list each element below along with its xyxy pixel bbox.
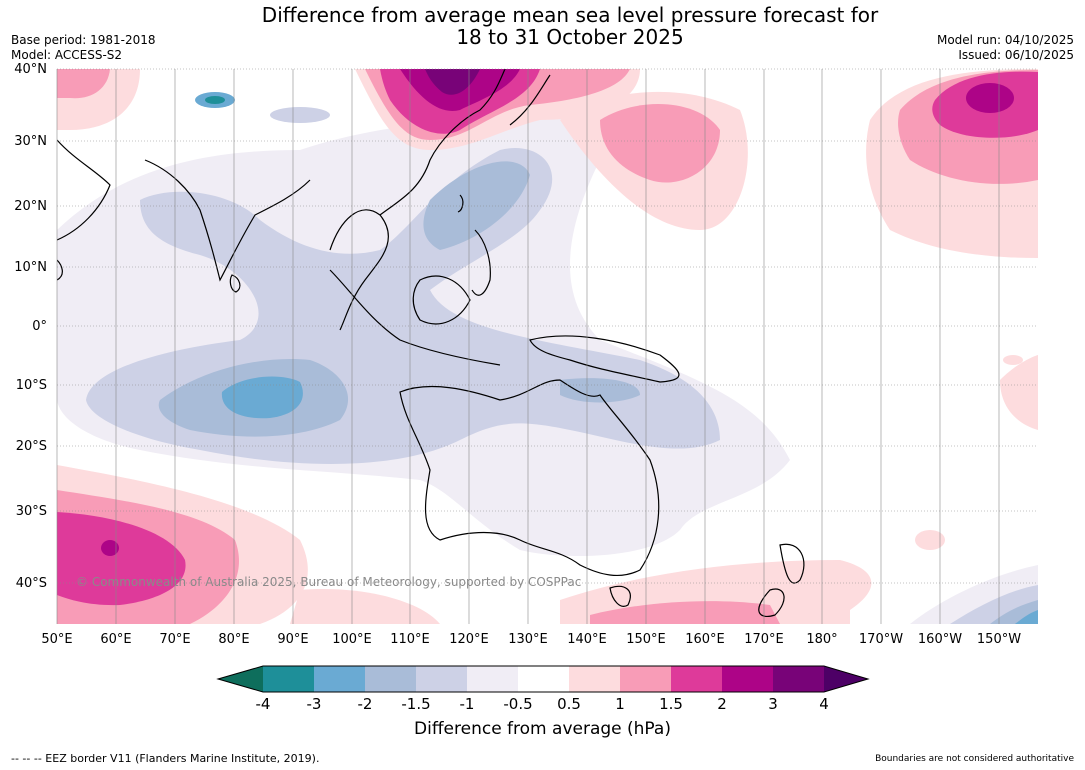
colorbar-tick: 3 xyxy=(768,695,778,713)
colorbar-tick: -3 xyxy=(306,695,322,713)
lat-label: 30°S xyxy=(15,504,47,519)
title-line-1: Difference from average mean sea level p… xyxy=(261,3,879,27)
lon-label: 180° xyxy=(806,632,838,647)
lon-label: 130°E xyxy=(508,632,548,647)
lat-label: 40°N xyxy=(14,62,47,77)
pressure-anomaly-field xyxy=(57,69,1038,624)
colorbar-tick: 1.5 xyxy=(659,695,683,713)
colorbar-tick: -0.5 xyxy=(503,695,533,713)
lat-label: 20°S xyxy=(15,439,47,454)
copyright-notice: © Commonwealth of Australia 2025, Bureau… xyxy=(76,575,582,589)
model-name: Model: ACCESS-S2 xyxy=(11,48,123,62)
map-title: Difference from average mean sea level p… xyxy=(200,4,940,48)
colorbar-tick: 0.5 xyxy=(557,695,581,713)
issued-date: Issued: 06/10/2025 xyxy=(958,48,1074,62)
lat-label: 40°S xyxy=(15,576,47,591)
base-period: Base period: 1981-2018 xyxy=(11,33,156,47)
lat-label: 20°N xyxy=(14,199,47,214)
meta-left: Base period: 1981-2018 Model: ACCESS-S2 xyxy=(11,33,156,63)
colorbar-tick: -2 xyxy=(357,695,373,713)
lat-label: 10°S xyxy=(15,378,47,393)
lat-label: 10°N xyxy=(14,260,47,275)
coastlines xyxy=(57,69,805,617)
eez-legend: -- -- -- EEZ border V11 (Flanders Marine… xyxy=(11,752,320,765)
lon-label: 150°W xyxy=(976,632,1022,647)
lon-label: 150°E xyxy=(626,632,666,647)
lon-label: 50°E xyxy=(41,632,73,647)
meta-right: Model run: 04/10/2025 Issued: 06/10/2025 xyxy=(937,33,1074,63)
lon-label: 90°E xyxy=(277,632,309,647)
lon-label: 110°E xyxy=(390,632,430,647)
lon-label: 120°E xyxy=(449,632,489,647)
colorbar-tick: 1 xyxy=(615,695,625,713)
lon-label: 80°E xyxy=(218,632,250,647)
model-run: Model run: 04/10/2025 xyxy=(936,33,1074,47)
colorbar-tick: 4 xyxy=(819,695,829,713)
colorbar-tick: -1 xyxy=(459,695,475,713)
colorbar-tick: -1.5 xyxy=(401,695,431,713)
lon-label: 160°W xyxy=(917,632,963,647)
colorbar-tick: 2 xyxy=(717,695,727,713)
lon-label: 160°E xyxy=(685,632,725,647)
meridians xyxy=(56,69,1000,624)
lon-label: 170°E xyxy=(744,632,784,647)
lon-label: 140°E xyxy=(567,632,607,647)
lat-label: 0° xyxy=(32,319,47,334)
colorbar-tick: -4 xyxy=(255,695,271,713)
colorbar-label: Difference from average (hPa) xyxy=(414,719,671,739)
lon-label: 100°E xyxy=(332,632,372,647)
lon-label: 60°E xyxy=(100,632,132,647)
lon-label: 70°E xyxy=(159,632,191,647)
boundaries-disclaimer: Boundaries are not considered authoritat… xyxy=(875,754,1074,764)
lon-label: 170°W xyxy=(858,632,904,647)
lat-label: 30°N xyxy=(14,134,47,149)
title-line-2: 18 to 31 October 2025 xyxy=(456,25,684,49)
